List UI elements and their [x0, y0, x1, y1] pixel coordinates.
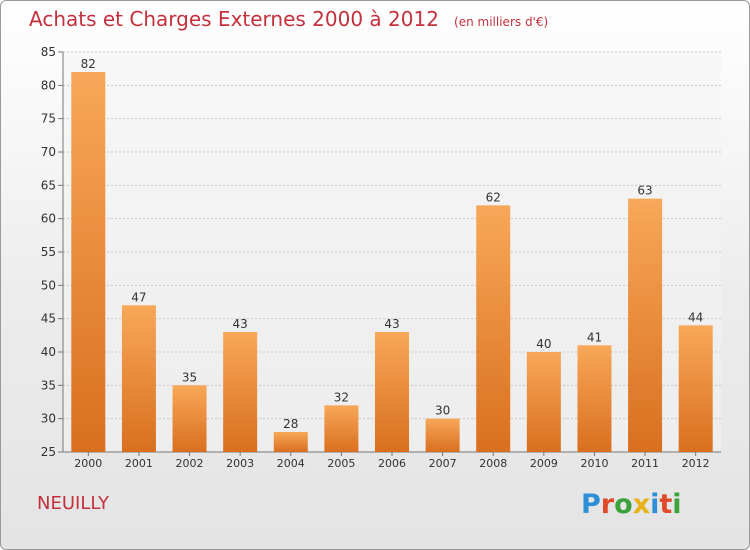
chart-subtitle: (en milliers d'€) — [454, 15, 549, 29]
logo-letter: o — [614, 489, 633, 520]
x-tick-label: 2000 — [74, 457, 102, 470]
y-tick-label: 60 — [41, 212, 56, 226]
bar — [324, 405, 359, 452]
x-tick-label: 2001 — [125, 457, 153, 470]
bar — [526, 352, 561, 452]
data-label: 32 — [334, 390, 349, 404]
y-tick-label: 40 — [41, 345, 56, 359]
bar — [273, 432, 308, 452]
y-tick-label: 75 — [41, 112, 56, 126]
x-tick-label: 2007 — [429, 457, 457, 470]
x-tick-label: 2003 — [226, 457, 254, 470]
town-name: NEUILLY — [37, 493, 109, 514]
data-label: 40 — [536, 337, 551, 351]
bar — [375, 332, 409, 452]
data-label: 63 — [637, 184, 652, 198]
logo-letter: i — [650, 489, 660, 520]
y-tick-label: 55 — [41, 245, 56, 259]
y-tick-label: 85 — [41, 45, 56, 59]
x-tick-label: 2006 — [378, 457, 406, 470]
x-tick-label: 2002 — [176, 457, 204, 470]
x-tick-label: 2004 — [277, 457, 305, 470]
data-label: 44 — [688, 310, 703, 324]
y-tick-label: 45 — [41, 312, 56, 326]
x-tick-label: 2009 — [530, 457, 558, 470]
logo-letter: P — [581, 489, 601, 520]
y-tick-label: 65 — [41, 178, 56, 192]
bar — [476, 205, 511, 452]
bar — [425, 418, 460, 452]
data-label: 82 — [81, 57, 96, 71]
logo-letter: x — [632, 489, 651, 520]
chart-title: Achats et Charges Externes 2000 à 2012 — [29, 7, 439, 31]
bar — [121, 305, 156, 452]
data-label: 47 — [131, 290, 146, 304]
y-tick-label: 70 — [41, 145, 56, 159]
logo-letter: i — [672, 489, 682, 520]
data-label: 43 — [233, 317, 248, 331]
bar — [577, 345, 612, 452]
data-label: 28 — [283, 417, 298, 431]
y-tick-label: 30 — [41, 412, 56, 426]
x-tick-label: 2012 — [682, 457, 710, 470]
bar — [628, 198, 663, 452]
data-label: 30 — [435, 404, 450, 418]
data-label: 35 — [182, 370, 197, 384]
y-tick-label: 80 — [41, 78, 56, 92]
y-tick-label: 25 — [41, 445, 56, 459]
x-tick-label: 2011 — [631, 457, 659, 470]
x-tick-label: 2005 — [327, 457, 355, 470]
x-tick-label: 2010 — [580, 457, 608, 470]
bar — [172, 385, 207, 452]
logo-letter: t — [659, 489, 673, 520]
proxiti-logo: Proxiti — [581, 489, 682, 520]
x-tick-label: 2008 — [479, 457, 507, 470]
chart-title-block: Achats et Charges Externes 2000 à 2012 (… — [29, 7, 548, 31]
y-tick-label: 50 — [41, 278, 56, 292]
data-label: 41 — [587, 330, 602, 344]
data-label: 43 — [384, 317, 399, 331]
data-label: 62 — [486, 190, 501, 204]
bar — [223, 332, 258, 452]
bar — [678, 325, 713, 452]
y-tick-label: 35 — [41, 378, 56, 392]
logo-letter: r — [600, 489, 615, 520]
bar — [71, 72, 106, 452]
